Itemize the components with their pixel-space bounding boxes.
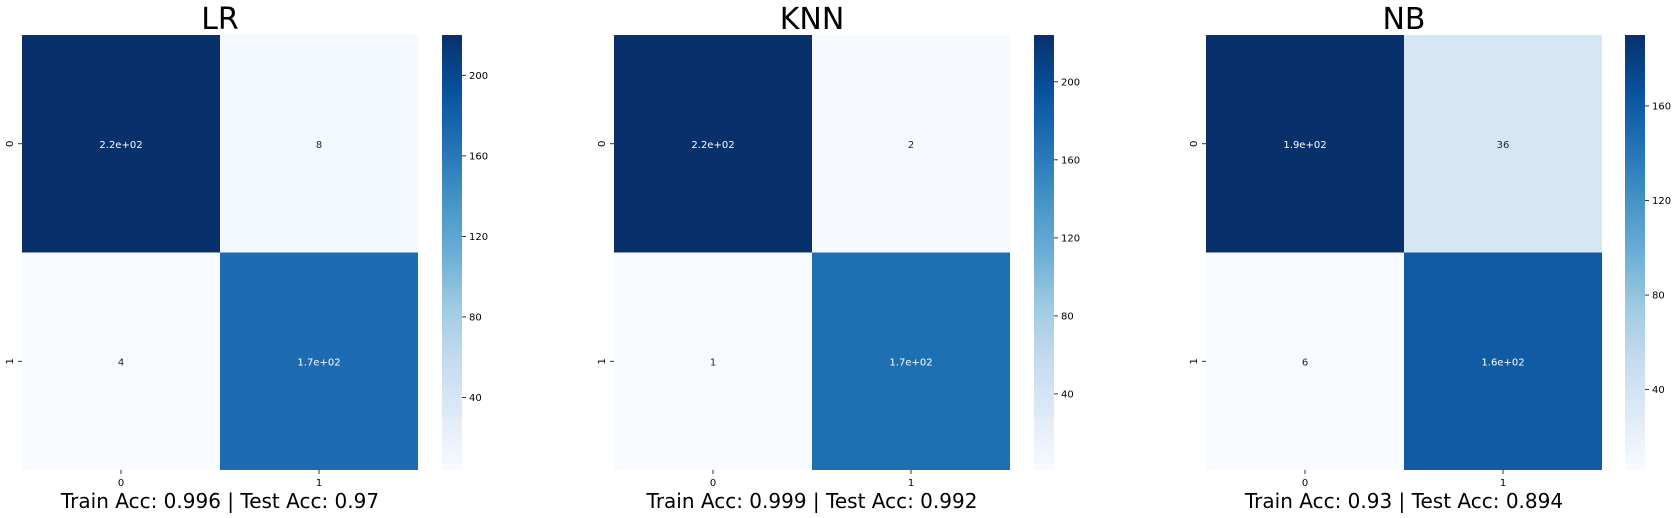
heatmap-cell bbox=[1404, 252, 1602, 470]
y-tick-label: 1 bbox=[5, 358, 16, 364]
heatmap-cell bbox=[220, 35, 418, 253]
cell-annotation: 1.9e+02 bbox=[1283, 140, 1326, 151]
cell-annotation: 4 bbox=[118, 357, 124, 368]
colorbar-tick-label: 80 bbox=[1061, 311, 1074, 322]
colorbar-tick-label: 40 bbox=[1061, 389, 1074, 400]
y-tick-label: 1 bbox=[597, 358, 608, 364]
heatmap-cell bbox=[1206, 35, 1404, 253]
heatmap-cell bbox=[614, 35, 812, 253]
y-tick-label: 0 bbox=[597, 141, 608, 147]
y-tick-label: 0 bbox=[1189, 141, 1200, 147]
x-tick-label: 0 bbox=[710, 478, 716, 489]
x-tick-label: 1 bbox=[1500, 478, 1506, 489]
cell-annotation: 2 bbox=[908, 140, 914, 151]
cell-annotation: 8 bbox=[316, 140, 322, 151]
cell-annotation: 1.6e+02 bbox=[1481, 357, 1524, 368]
heatmap-cell bbox=[1206, 252, 1404, 470]
confusion-matrix-panel: 1.9e+02 36 6 1.6e+02 0 1 0 1 NB Train Acc: 0.93 |… bbox=[1189, 2, 1671, 513]
x-axis-label: Train Acc: 0.999 | Test Acc: 0.992 bbox=[646, 489, 978, 513]
heatmap-cell bbox=[614, 252, 812, 470]
chart-title: KNN bbox=[780, 2, 845, 37]
heatmap-cell bbox=[22, 35, 220, 253]
confusion-matrix-panel: 2.2e+02 8 4 1.7e+02 0 1 0 1 LR Train Acc: 0.996 |… bbox=[5, 2, 488, 513]
colorbar bbox=[1034, 35, 1054, 470]
x-axis-label: Train Acc: 0.93 | Test Acc: 0.894 bbox=[1244, 489, 1563, 513]
colorbar-tick-label: 200 bbox=[1061, 77, 1080, 88]
cell-annotation: 6 bbox=[1302, 357, 1308, 368]
cell-annotation: 1.7e+02 bbox=[297, 357, 340, 368]
cell-annotation: 1.7e+02 bbox=[889, 357, 932, 368]
x-axis-label: Train Acc: 0.996 | Test Acc: 0.97 bbox=[60, 489, 379, 513]
chart-title: NB bbox=[1382, 2, 1425, 37]
colorbar bbox=[1625, 35, 1645, 470]
colorbar-tick-label: 120 bbox=[469, 232, 488, 243]
colorbar-tick-label: 80 bbox=[1652, 291, 1665, 302]
y-tick-label: 1 bbox=[1189, 358, 1200, 364]
colorbar-tick-label: 120 bbox=[1061, 233, 1080, 244]
confusion-matrix-panel: 2.2e+02 2 1 1.7e+02 0 1 0 1 KNN Train Acc: 0.999 … bbox=[597, 2, 1080, 513]
heatmap-cell bbox=[1404, 35, 1602, 253]
colorbar-tick-label: 200 bbox=[469, 71, 488, 82]
cell-annotation: 36 bbox=[1497, 140, 1510, 151]
y-tick-label: 0 bbox=[5, 141, 16, 147]
colorbar-tick-label: 160 bbox=[1061, 155, 1080, 166]
heatmap-cell bbox=[812, 252, 1010, 470]
colorbar bbox=[442, 35, 462, 470]
colorbar-tick-label: 40 bbox=[469, 393, 482, 404]
x-tick-label: 0 bbox=[1302, 478, 1308, 489]
colorbar-tick-label: 160 bbox=[469, 151, 488, 162]
colorbar-tick-label: 40 bbox=[1652, 385, 1665, 396]
x-tick-label: 0 bbox=[118, 478, 124, 489]
x-tick-label: 1 bbox=[908, 478, 914, 489]
x-tick-label: 1 bbox=[316, 478, 322, 489]
colorbar-tick-label: 120 bbox=[1652, 196, 1671, 207]
heatmap-cell bbox=[220, 252, 418, 470]
heatmap-cell bbox=[22, 252, 220, 470]
cell-annotation: 2.2e+02 bbox=[99, 140, 142, 151]
colorbar-tick-label: 80 bbox=[469, 312, 482, 323]
chart-title: LR bbox=[201, 2, 239, 37]
colorbar-tick-label: 160 bbox=[1652, 101, 1671, 112]
heatmap-cell bbox=[812, 35, 1010, 253]
cell-annotation: 2.2e+02 bbox=[691, 140, 734, 151]
cell-annotation: 1 bbox=[710, 357, 716, 368]
